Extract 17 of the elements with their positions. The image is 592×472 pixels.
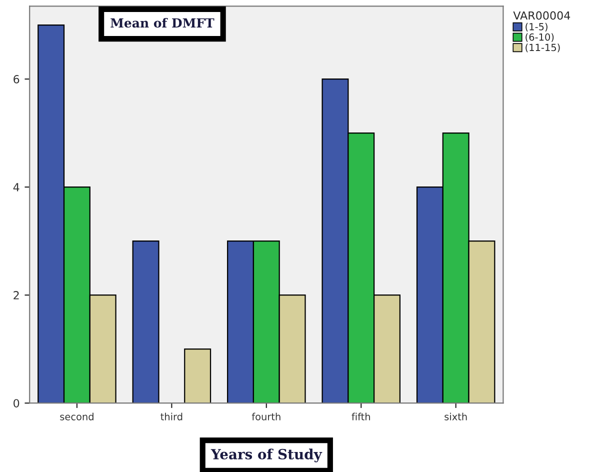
bar [184, 348, 212, 404]
bar [132, 240, 160, 404]
x-tick-label: sixth [444, 412, 467, 420]
y-tick-label: 6 [14, 75, 20, 84]
y-tick-label: 4 [13, 183, 20, 192]
legend-title: VAR00004 [513, 11, 570, 20]
y-tick-label: 0 [14, 399, 20, 408]
legend-label: (6-10) [526, 33, 554, 42]
x-tick-label: third [160, 412, 182, 420]
x-tick-label: fourth [252, 412, 280, 420]
x-axis-title: Years of Study [210, 448, 322, 462]
x-tick-label: second [60, 412, 94, 420]
text: Mean of DMFT [110, 18, 214, 28]
x-tick-label: fifth [352, 412, 370, 420]
legend-label: (1-5) [526, 22, 548, 32]
y-tick-label: 2 [14, 291, 19, 300]
legend-label: (11-15) [526, 44, 560, 52]
